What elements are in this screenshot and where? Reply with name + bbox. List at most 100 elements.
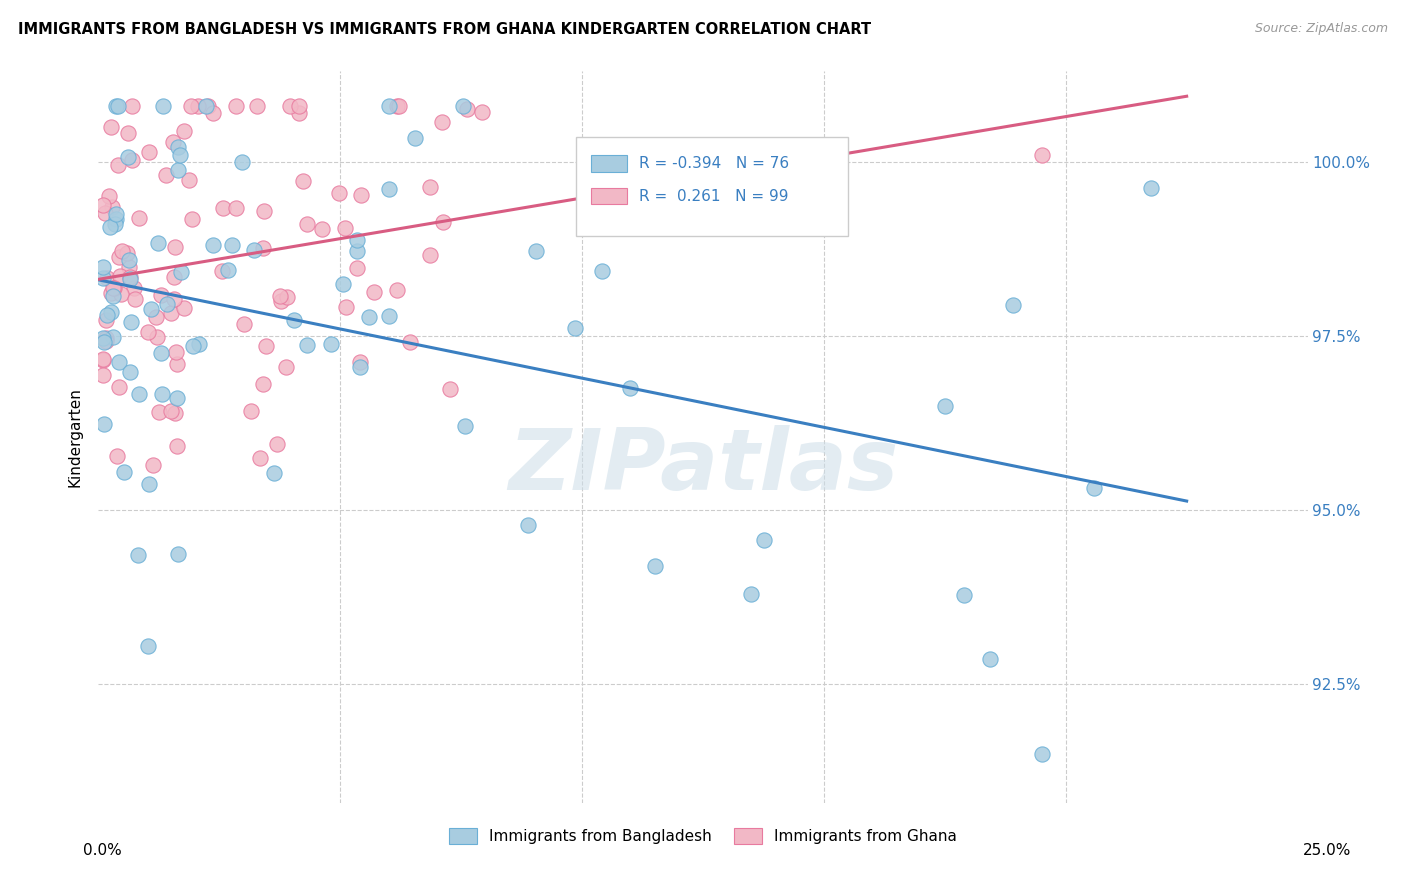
Point bbox=[136, 640, 159, 654]
Point bbox=[117, 126, 139, 140]
Point bbox=[526, 244, 548, 258]
Point bbox=[128, 211, 150, 226]
Point bbox=[162, 135, 184, 149]
Point bbox=[100, 120, 122, 135]
Point bbox=[197, 99, 219, 113]
Point bbox=[162, 269, 184, 284]
Point bbox=[118, 270, 141, 285]
Point bbox=[451, 99, 474, 113]
Point bbox=[148, 404, 170, 418]
Point bbox=[430, 114, 453, 128]
Point bbox=[249, 451, 271, 466]
Point bbox=[165, 345, 187, 359]
Point bbox=[278, 99, 301, 113]
Point bbox=[103, 281, 125, 295]
Point bbox=[156, 297, 179, 311]
Point bbox=[124, 293, 146, 307]
Point bbox=[107, 380, 129, 394]
Point bbox=[146, 330, 169, 344]
Point bbox=[166, 439, 188, 453]
Point bbox=[128, 386, 150, 401]
Point bbox=[387, 283, 409, 297]
Point bbox=[103, 289, 125, 303]
Point bbox=[98, 188, 121, 202]
Point bbox=[187, 99, 209, 113]
Point bbox=[105, 206, 128, 220]
Point bbox=[150, 386, 173, 401]
Point bbox=[1140, 181, 1163, 195]
Point bbox=[105, 449, 128, 463]
Point bbox=[107, 250, 129, 264]
Point bbox=[225, 201, 247, 215]
Point bbox=[101, 200, 124, 214]
Point bbox=[276, 290, 298, 304]
Point bbox=[115, 245, 138, 260]
Point bbox=[517, 518, 540, 533]
Point bbox=[91, 260, 114, 274]
Point bbox=[166, 358, 188, 372]
Point bbox=[163, 405, 186, 419]
Point bbox=[252, 377, 274, 392]
Point bbox=[101, 281, 124, 295]
Point bbox=[253, 204, 276, 219]
Text: IMMIGRANTS FROM BANGLADESH VS IMMIGRANTS FROM GHANA KINDERGARTEN CORRELATION CHA: IMMIGRANTS FROM BANGLADESH VS IMMIGRANTS… bbox=[18, 22, 872, 37]
Point bbox=[91, 331, 114, 345]
Point bbox=[166, 391, 188, 405]
Point bbox=[363, 285, 385, 299]
Point bbox=[335, 300, 357, 314]
Point bbox=[136, 326, 159, 340]
Point bbox=[349, 360, 371, 375]
Point bbox=[231, 154, 253, 169]
Point bbox=[934, 399, 956, 413]
Point bbox=[419, 248, 441, 262]
Point bbox=[332, 277, 354, 291]
Point bbox=[439, 382, 461, 396]
Point bbox=[292, 174, 315, 188]
Point bbox=[274, 359, 297, 374]
Point bbox=[456, 102, 478, 116]
Point bbox=[181, 339, 204, 353]
Point bbox=[346, 233, 368, 247]
Point bbox=[96, 308, 118, 322]
Point bbox=[159, 404, 181, 418]
Point bbox=[177, 172, 200, 186]
Point bbox=[118, 260, 141, 274]
Point bbox=[377, 181, 399, 195]
Text: Source: ZipAtlas.com: Source: ZipAtlas.com bbox=[1254, 22, 1388, 36]
Point bbox=[145, 310, 167, 324]
Point bbox=[152, 99, 174, 113]
Text: R =  0.261   N = 99: R = 0.261 N = 99 bbox=[638, 188, 789, 203]
Point bbox=[117, 253, 139, 268]
Point bbox=[471, 105, 494, 120]
Point bbox=[564, 321, 586, 335]
Point bbox=[385, 99, 408, 113]
FancyBboxPatch shape bbox=[576, 137, 848, 235]
Point bbox=[333, 221, 356, 235]
Point bbox=[111, 244, 134, 258]
Point bbox=[155, 168, 177, 182]
Y-axis label: Kindergarten: Kindergarten bbox=[67, 387, 83, 487]
Text: 0.0%: 0.0% bbox=[83, 843, 122, 858]
Point bbox=[110, 287, 132, 301]
Point bbox=[217, 263, 239, 277]
Point bbox=[104, 217, 127, 231]
Point bbox=[311, 221, 333, 235]
Point bbox=[98, 220, 121, 235]
Point bbox=[150, 346, 173, 360]
Point bbox=[295, 217, 318, 231]
Point bbox=[94, 331, 117, 345]
Point bbox=[953, 588, 976, 602]
Point bbox=[108, 268, 131, 283]
Point bbox=[297, 338, 319, 352]
Point bbox=[91, 353, 114, 368]
Point bbox=[357, 310, 380, 325]
Point bbox=[1031, 747, 1053, 761]
Point bbox=[91, 270, 114, 285]
Point bbox=[266, 437, 288, 451]
FancyBboxPatch shape bbox=[591, 188, 627, 204]
Point bbox=[170, 265, 193, 279]
Point bbox=[270, 293, 292, 308]
Point bbox=[399, 334, 422, 349]
Point bbox=[644, 558, 666, 573]
Point bbox=[187, 336, 209, 351]
